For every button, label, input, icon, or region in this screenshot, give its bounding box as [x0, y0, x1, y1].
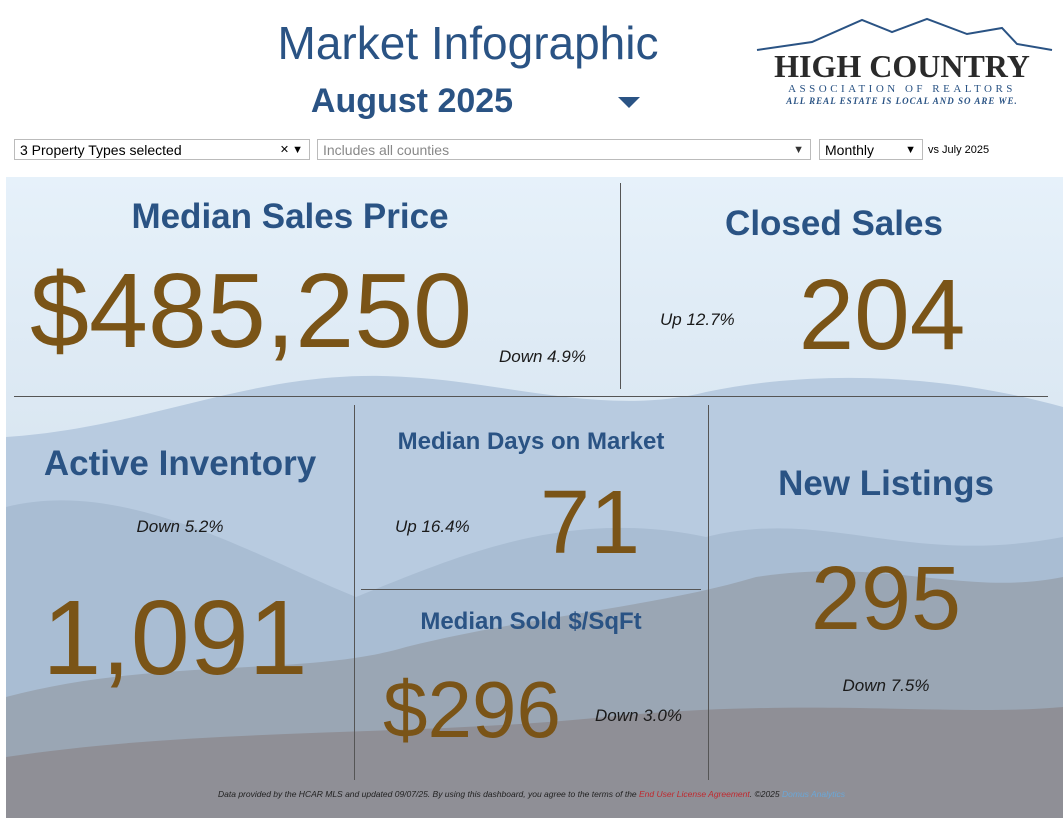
- divider: [708, 405, 709, 780]
- title: Market Infographic: [277, 17, 659, 69]
- logo-association: ASSOCIATION OF REALTORS: [788, 83, 1016, 95]
- metric-title: Median Sold $/SqFt: [420, 608, 642, 635]
- divider: [620, 183, 621, 389]
- metric-value: 1,091: [42, 579, 308, 697]
- metric-change: Down 7.5%: [842, 676, 930, 695]
- filter-text: 3 Property Types selected: [20, 142, 182, 158]
- brand-link[interactable]: Domus Analytics: [782, 789, 845, 799]
- filter-icon[interactable]: ▼: [793, 144, 804, 156]
- metric-title: Median Sales Price: [131, 197, 449, 236]
- footer-text: Data provided by the HCAR MLS and update…: [218, 789, 640, 799]
- metric-change: Up 12.7%: [660, 310, 735, 329]
- divider: [354, 405, 355, 780]
- filter-text: Includes all counties: [323, 142, 450, 158]
- metric-change: Down 4.9%: [499, 347, 586, 366]
- metric-value: $485,250: [30, 252, 473, 370]
- logo-tagline: ALL REAL ESTATE IS LOCAL AND SO ARE WE.: [785, 96, 1017, 106]
- metric-title: Median Days on Market: [397, 428, 665, 455]
- comparison-label: vs July 2025: [928, 144, 990, 156]
- metric-change: Down 5.2%: [136, 517, 224, 536]
- period-filter[interactable]: Monthly ▼: [819, 139, 923, 160]
- filter-text: Monthly: [825, 142, 875, 158]
- county-filter[interactable]: Includes all counties ▼: [317, 139, 811, 160]
- metric-value: 204: [798, 259, 966, 371]
- property-type-filter[interactable]: 3 Property Types selected ✕ ▼: [14, 139, 310, 160]
- logo-name: HIGH COUNTRY: [774, 48, 1030, 84]
- background: [6, 177, 1063, 818]
- metric-change: Down 3.0%: [595, 706, 682, 725]
- metric-value: 295: [810, 549, 962, 649]
- footer: Data provided by the HCAR MLS and update…: [0, 789, 1063, 799]
- filter-icon[interactable]: ▼: [905, 144, 916, 156]
- metric-value: 71: [539, 473, 641, 573]
- dropdown-arrow[interactable]: [617, 95, 641, 109]
- divider: [14, 396, 1048, 397]
- logo: HIGH COUNTRY ASSOCIATION OF REALTORS ALL…: [756, 17, 1053, 106]
- metric-change: Up 16.4%: [395, 517, 470, 536]
- license-link[interactable]: End User License Agreement: [639, 789, 750, 799]
- metric-title: New Listings: [778, 464, 994, 503]
- metric-value: $296: [383, 665, 561, 754]
- metric-title: Active Inventory: [43, 444, 317, 483]
- divider: [361, 589, 701, 590]
- footer-text: . ©2025: [749, 789, 782, 799]
- subtitle[interactable]: August 2025: [310, 82, 514, 120]
- metric-title: Closed Sales: [725, 204, 943, 243]
- filter-icons[interactable]: ✕ ▼: [279, 144, 303, 156]
